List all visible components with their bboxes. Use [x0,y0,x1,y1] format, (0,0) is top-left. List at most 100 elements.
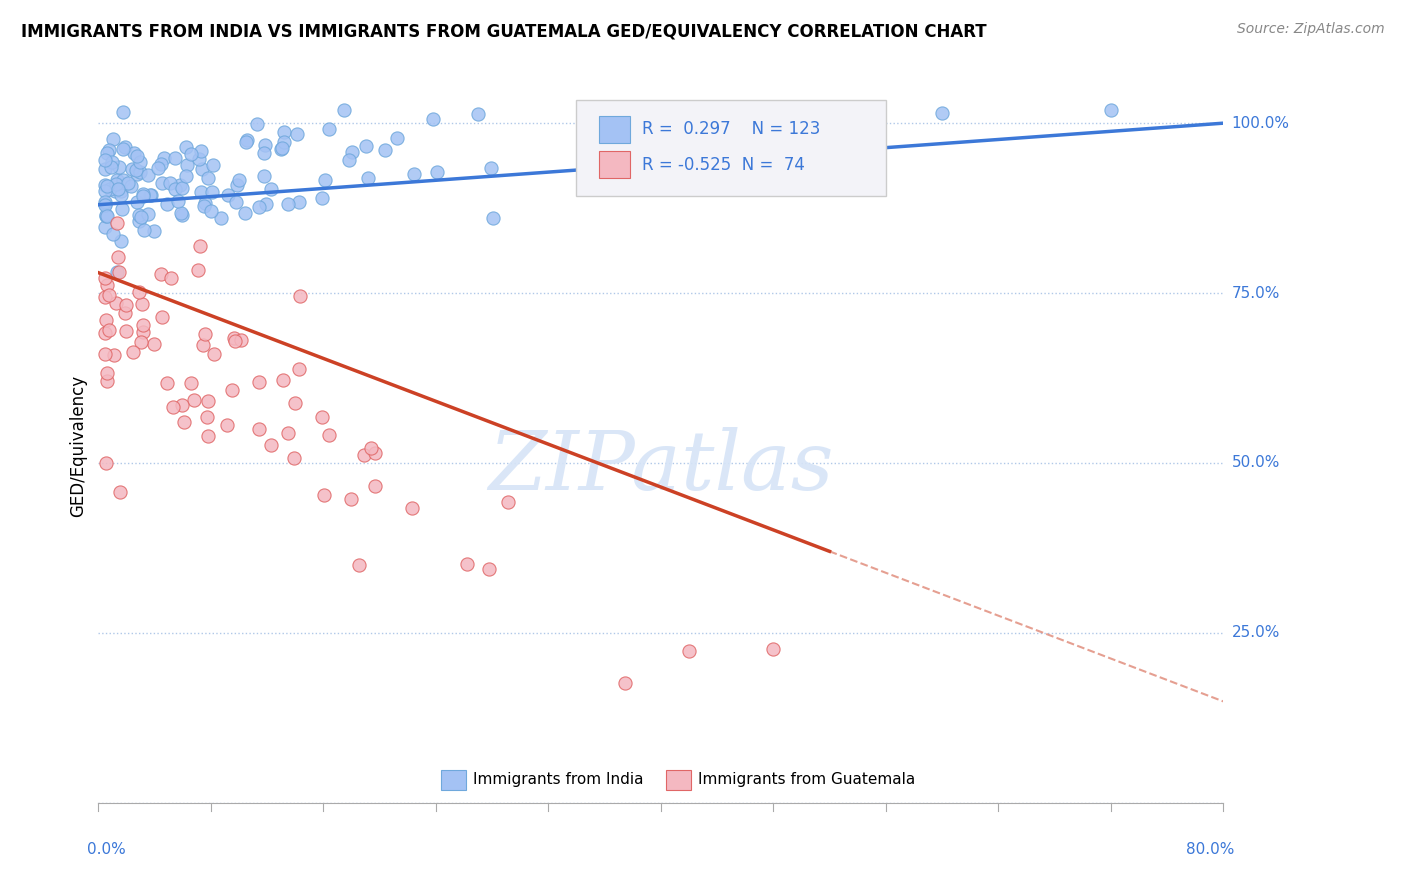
Point [277,425,299,440]
Point [94,208,117,222]
Point [94,198,117,212]
Point [290,289,312,303]
Point [105,216,128,230]
Point [176,158,198,172]
Point [112,172,135,186]
Point [191,337,214,351]
Point [311,410,333,425]
Point [224,334,246,349]
Point [678,644,700,658]
Bar [441,770,467,790]
Point [273,125,295,139]
Point [98,182,121,196]
Point [94,162,117,177]
Point [284,396,307,410]
Text: Source: ZipAtlas.com: Source: ZipAtlas.com [1237,22,1385,37]
Point [187,262,209,277]
Point [172,208,194,222]
Point [273,373,295,387]
Point [150,176,173,190]
Text: Immigrants from Guatemala: Immigrants from Guatemala [697,772,915,788]
Point [110,485,132,500]
Point [197,429,219,443]
Point [129,154,152,169]
Point [176,140,198,154]
Point [357,171,380,186]
Point [235,132,257,146]
Bar [599,152,630,178]
Point [288,195,311,210]
Point [163,182,186,196]
Point [160,270,183,285]
Point [173,415,195,429]
Point [131,187,153,202]
Point [115,324,138,338]
Point [333,103,356,117]
Point [115,298,138,312]
Text: 75.0%: 75.0% [1232,285,1279,301]
Point [288,362,311,376]
Point [96,374,118,388]
Point [467,107,489,121]
Point [277,197,299,211]
Point [94,194,117,209]
Point [270,140,292,154]
Point [108,265,131,279]
Text: IMMIGRANTS FROM INDIA VS IMMIGRANTS FROM GUATEMALA GED/EQUIVALENCY CORRELATION C: IMMIGRANTS FROM INDIA VS IMMIGRANTS FROM… [21,22,987,40]
Point [259,438,281,452]
Point [107,182,129,196]
Point [105,295,128,310]
Point [108,160,131,174]
Point [111,202,134,216]
Point [201,158,224,172]
Point [94,153,117,167]
Bar [666,770,692,790]
Point [124,163,146,178]
Point [311,191,333,205]
Text: 25.0%: 25.0% [1232,625,1279,640]
Point [200,204,222,219]
Point [401,500,423,515]
Point [131,325,153,339]
Bar [599,116,630,143]
Point [270,143,292,157]
Point [233,206,256,220]
Point [188,239,211,253]
Point [190,185,212,199]
Point [481,211,503,225]
Point [128,285,150,300]
Text: Immigrants from India: Immigrants from India [472,772,644,788]
Point [235,135,257,149]
Text: 80.0%: 80.0% [1187,842,1234,857]
Point [101,132,124,146]
Point [104,184,127,198]
Point [422,112,444,126]
Point [128,209,150,223]
Point [96,209,118,223]
Point [426,165,449,179]
Point [110,188,132,202]
Point [143,337,166,351]
Point [217,188,239,202]
Point [111,105,134,120]
Point [94,219,117,234]
Text: 0.0%: 0.0% [87,842,127,857]
Point [103,348,125,362]
Point [479,161,502,175]
Point [159,176,181,190]
Point [209,211,232,226]
Text: ZIPatlas: ZIPatlas [488,427,834,508]
Point [114,140,136,154]
Point [197,170,219,185]
Point [360,442,382,456]
Point [96,367,118,381]
Point [931,106,953,120]
Point [96,145,118,160]
Point [121,345,143,359]
Point [247,422,270,436]
Point [228,173,250,187]
Point [131,188,153,202]
Point [117,176,139,190]
Point [253,146,276,161]
Point [94,209,117,223]
